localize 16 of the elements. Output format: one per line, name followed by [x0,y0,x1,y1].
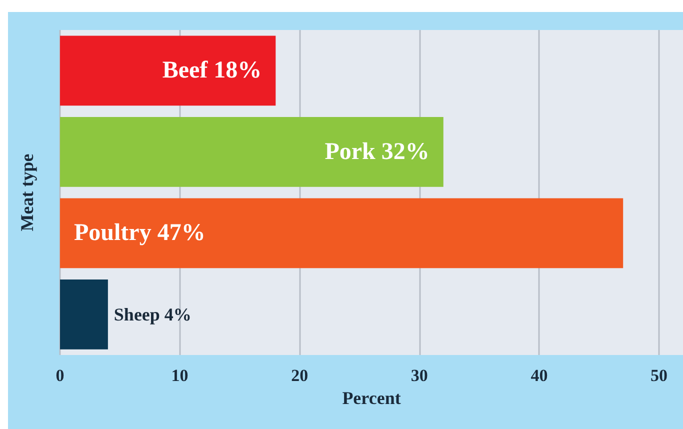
data-label: Sheep 4% [114,304,192,324]
bar [60,279,108,350]
data-label: Poultry 47% [74,220,206,246]
bar [60,36,276,106]
bar [60,198,624,268]
bar [60,116,444,187]
x-tick-label: 30 [410,366,428,385]
x-tick-label: 50 [650,366,668,385]
x-tick-label: 40 [530,366,548,385]
data-label: Beef 18% [162,58,262,84]
x-tick-label: 20 [291,366,308,385]
x-tick-label: 0 [56,366,64,385]
y-axis-title: Meat type [17,154,37,232]
data-label: Pork 32% [324,138,430,165]
x-axis-title: Percent [342,388,401,408]
x-tick-label: 10 [171,366,188,385]
